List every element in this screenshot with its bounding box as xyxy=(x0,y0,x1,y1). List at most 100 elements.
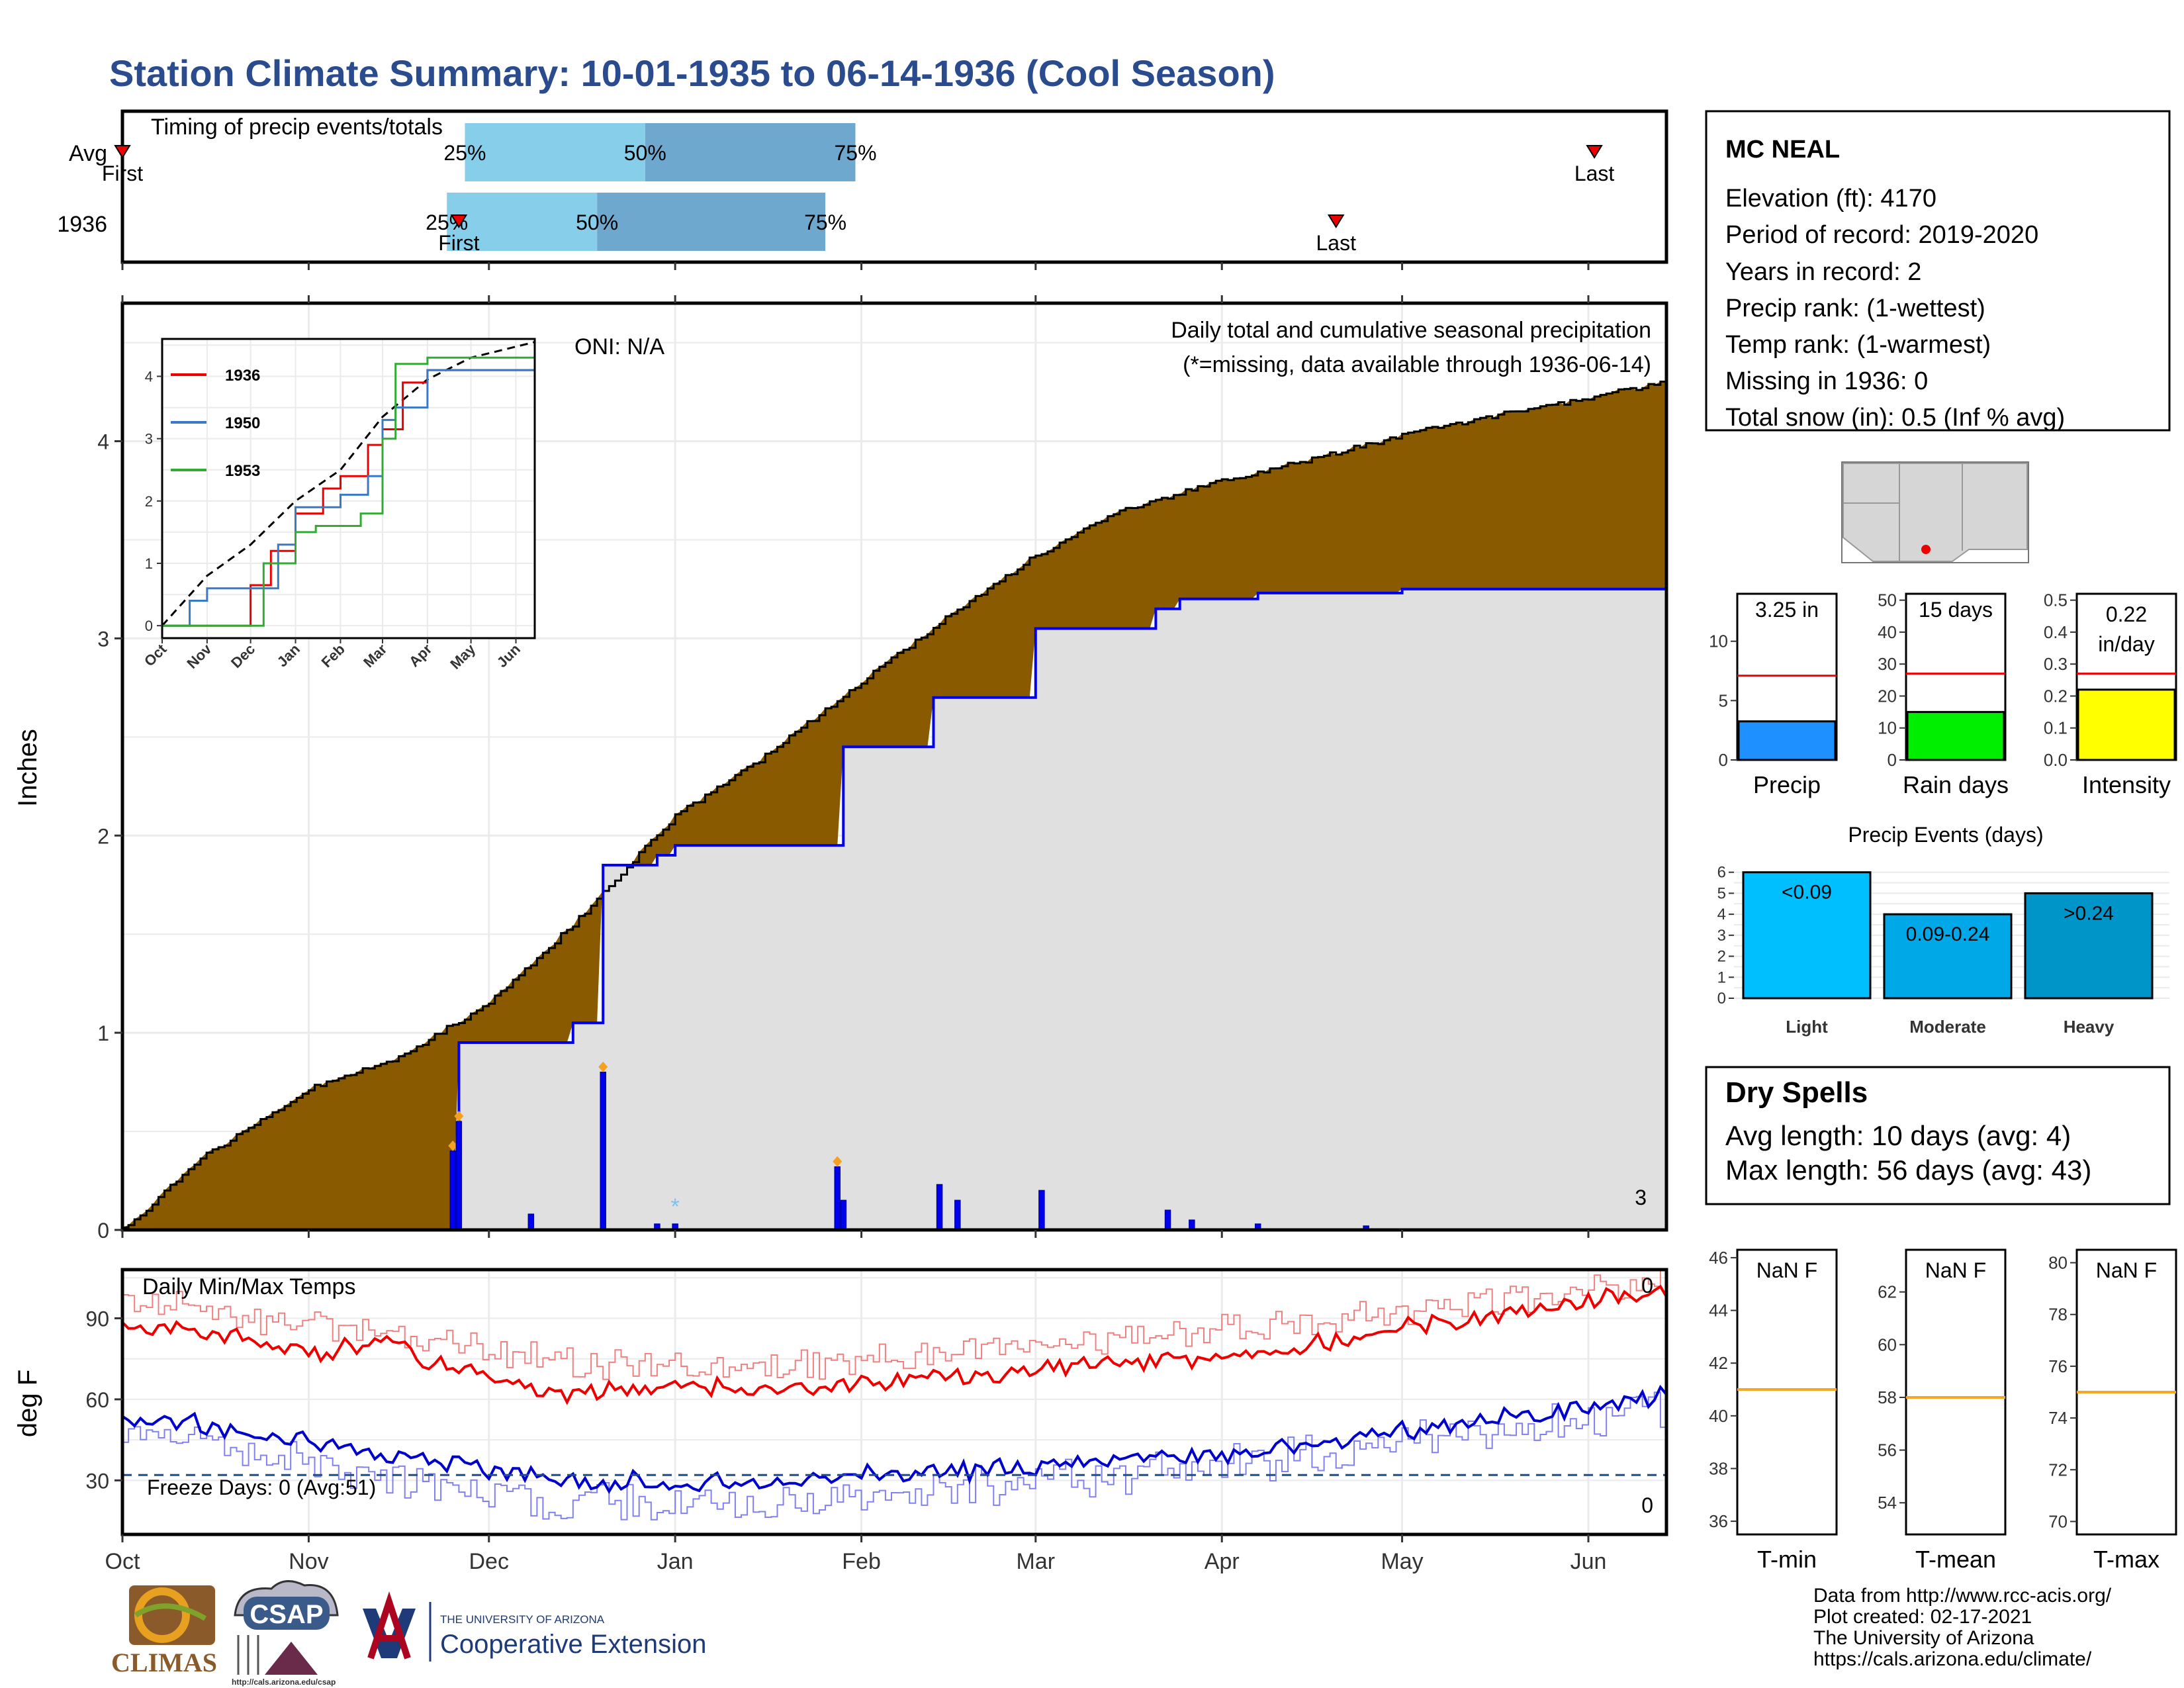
inset-series-1936 xyxy=(162,363,536,627)
temp-bar-ytick-label: 74 xyxy=(2048,1408,2068,1428)
precip-ytick-label: 1 xyxy=(97,1021,109,1045)
summary-ytick-label: 50 xyxy=(1878,590,1897,610)
temp-xtick-label: Jun xyxy=(1570,1549,1607,1574)
inset-ytick-label: 0 xyxy=(145,618,153,634)
summary-value-label: 0.22 xyxy=(2106,602,2147,626)
timing-q75-label: 75% xyxy=(834,141,876,165)
ua-small-text: THE UNIVERSITY OF ARIZONA xyxy=(440,1613,605,1626)
temp-xtick-label: Dec xyxy=(469,1549,509,1574)
events-ytick-label: 5 xyxy=(1717,884,1726,902)
precip-events: Precip Events (days) <0.09 Light 0.09-0.24… xyxy=(1717,823,2169,1037)
temp-xtick-label: Apr xyxy=(1205,1549,1240,1574)
heavy-event-marker xyxy=(598,1061,608,1072)
inset-legend-label: 1953 xyxy=(225,462,260,480)
temp-bar-value-label: NaN F xyxy=(1756,1258,1817,1282)
daily-precip-bar xyxy=(455,1121,463,1231)
timing-bar-q25-q50 xyxy=(465,123,645,181)
tmin-average-line xyxy=(122,1391,1667,1521)
summary-ytick-label: 0.3 xyxy=(2044,654,2068,674)
credit-line: https://cals.arizona.edu/climate/ xyxy=(1813,1648,2092,1670)
inset-legend-label: 1950 xyxy=(225,414,260,432)
temp-bar-frame xyxy=(1905,1248,2007,1536)
temp-bar-name: T-min xyxy=(1757,1546,1817,1573)
temp-bar-value-label: NaN F xyxy=(1925,1258,1986,1282)
temp-bar-ytick-label: 70 xyxy=(2048,1511,2068,1531)
temp-xtick-label: Nov xyxy=(289,1549,328,1574)
summary-ytick-label: 40 xyxy=(1878,622,1897,642)
summary-ytick-label: 20 xyxy=(1878,686,1897,706)
tmin-1936-line xyxy=(121,1384,1668,1494)
inset-series-1950 xyxy=(162,367,536,627)
temp-bar-ytick-label: 80 xyxy=(2048,1253,2068,1273)
events-ytick-label: 0 xyxy=(1717,990,1726,1008)
temp-ytick-label: 90 xyxy=(85,1307,109,1331)
temp-bar-ytick-label: 38 xyxy=(1709,1458,1728,1478)
temp-bar-ytick-label: 58 xyxy=(1878,1387,1897,1407)
station-line: Elevation (ft): 4170 xyxy=(1725,185,1936,212)
summary-value-label: 15 days xyxy=(1919,598,1993,622)
heavy-event-marker xyxy=(448,1140,458,1151)
events-bar-label: 0.09-0.24 xyxy=(1906,923,1990,945)
credits: Data from http://www.rcc-acis.org/ Plot … xyxy=(1813,1585,2112,1670)
events-bar-Moderate xyxy=(1883,913,2013,1000)
csap-logo: CSAP http://cals.arizona.edu/csap xyxy=(232,1580,339,1687)
summary-value-label: 3.25 in xyxy=(1755,598,1819,622)
timing-row-avg: Avg xyxy=(69,141,107,166)
tmax-average-line xyxy=(122,1270,1667,1380)
temp-bar-ytick-label: 46 xyxy=(1709,1248,1728,1268)
summary-bar-name: Precip xyxy=(1753,771,1821,798)
station-line: Years in record: 2 xyxy=(1725,258,1921,286)
station-line: Precip rank: (1-wettest) xyxy=(1725,295,1985,322)
temp-bar-ytick-label: 72 xyxy=(2048,1460,2068,1479)
temp-label: Daily Min/Max Temps xyxy=(142,1274,355,1299)
snow-marker: * xyxy=(671,1194,680,1219)
events-category-label: Light xyxy=(1786,1017,1828,1037)
daily-precip-bar xyxy=(840,1199,847,1231)
summary-bar-Rain days xyxy=(1906,711,2005,761)
station-line: Temp rank: (1-warmest) xyxy=(1725,331,1991,359)
timing-q50-label: 50% xyxy=(576,211,618,234)
summary-ytick-label: 0.1 xyxy=(2044,718,2068,738)
last-marker xyxy=(1327,214,1345,228)
station-line: Missing in 1936: 0 xyxy=(1725,367,1928,395)
temp-corner-max: 0 xyxy=(1641,1274,1653,1297)
first-marker xyxy=(450,214,468,228)
summary-ytick-label: 0.4 xyxy=(2044,622,2068,642)
precip-ylabel: Inches xyxy=(13,729,42,807)
temp-bar-ytick-label: 60 xyxy=(1878,1335,1897,1354)
events-ytick-label: 2 xyxy=(1717,948,1726,966)
daily-precip-bar xyxy=(954,1199,961,1231)
summary-ytick-label: 30 xyxy=(1878,654,1897,674)
inset-ytick-label: 4 xyxy=(145,369,153,385)
dry-spells: Dry Spells Avg length: 10 days (avg: 4) … xyxy=(1705,1066,2171,1205)
precip-ytick-label: 4 xyxy=(97,430,109,454)
cumulative-year-area xyxy=(122,588,1666,1230)
inset-ytick-label: 2 xyxy=(145,493,153,510)
events-category-label: Heavy xyxy=(2064,1017,2115,1037)
daily-precip-bar xyxy=(936,1184,943,1231)
timing-q75-label: 75% xyxy=(804,211,846,234)
temp-bar-ytick-label: 40 xyxy=(1709,1406,1728,1426)
first-label: First xyxy=(438,231,479,255)
precip-ytick-label: 0 xyxy=(97,1219,109,1243)
locator-map xyxy=(1841,461,2029,563)
temp-ylabel: deg F xyxy=(13,1370,42,1437)
temp-xtick-label: Mar xyxy=(1017,1549,1056,1574)
cumulative-average-area xyxy=(122,381,1666,1230)
ua-logo: THE UNIVERSITY OF ARIZONA Cooperative Ex… xyxy=(363,1591,706,1662)
timing-q25-label: 25% xyxy=(443,141,486,165)
timing-row-1936: 1936 xyxy=(57,212,107,237)
climas-logo: CLIMAS xyxy=(111,1585,217,1677)
timing-bar-q50-q75 xyxy=(597,193,826,251)
temp-xtick-label: Jan xyxy=(657,1549,694,1574)
summary-ytick-label: 0.0 xyxy=(2044,750,2068,770)
precip-corner-count: 3 xyxy=(1635,1186,1647,1209)
temp-xtick-label: May xyxy=(1381,1549,1423,1574)
temp-bar-name: T-mean xyxy=(1915,1546,1996,1573)
credit-line: The University of Arizona xyxy=(1813,1627,2034,1649)
summary-ytick-label: 0.2 xyxy=(2044,686,2068,706)
temp-bar-value-label: NaN F xyxy=(2096,1258,2157,1282)
dry-spells-avg: Avg length: 10 days (avg: 4) xyxy=(1725,1120,2071,1151)
events-bar-label: >0.24 xyxy=(2064,902,2114,924)
